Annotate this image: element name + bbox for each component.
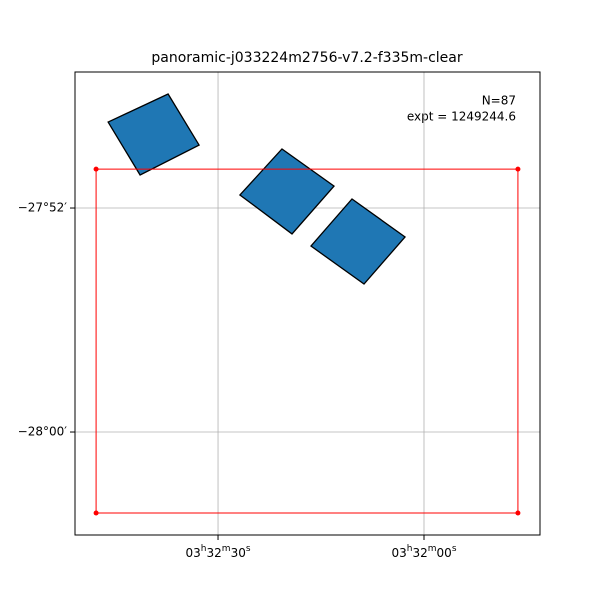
y-tick-label: −28°00′	[18, 425, 68, 439]
outline-vertex	[93, 510, 99, 516]
annotation: N=87	[482, 94, 516, 108]
footprint	[310, 198, 407, 285]
outline-vertex	[93, 166, 99, 172]
plot-frame	[74, 71, 541, 536]
x-tick-label: 03h32m30s	[186, 544, 251, 560]
outline	[95, 168, 519, 514]
footprint	[238, 148, 335, 235]
outline-vertex	[515, 166, 521, 172]
footprint	[107, 93, 200, 176]
annotation: expt = 1249244.6	[407, 110, 516, 124]
outline-vertex	[515, 510, 521, 516]
x-tick-label: 03h32m00s	[391, 544, 456, 560]
chart-title: panoramic-j033224m2756-v7.2-f335m-clear	[151, 50, 463, 66]
y-tick-label: −27°52′	[18, 201, 68, 215]
